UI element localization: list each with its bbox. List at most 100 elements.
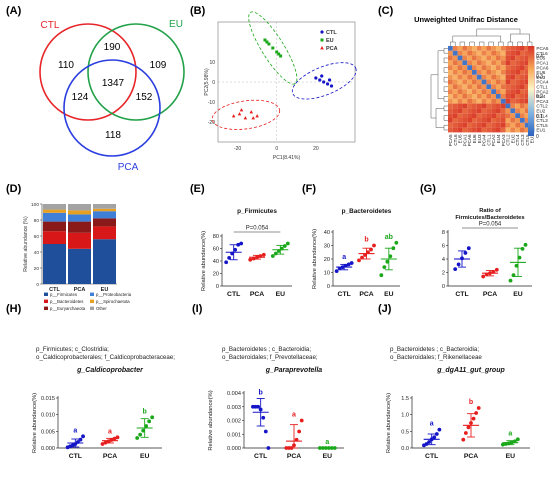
heatmap-cell bbox=[491, 74, 496, 80]
heatmap-cell bbox=[520, 74, 525, 80]
heatmap-col-label: CTL1 bbox=[486, 134, 491, 146]
heatmap-cell bbox=[448, 108, 453, 114]
dot-plot-point bbox=[144, 424, 149, 428]
heatmap-cell bbox=[472, 113, 477, 118]
heatmap-cell bbox=[476, 108, 482, 114]
heatmap-cell bbox=[467, 113, 472, 118]
heatmap-cell bbox=[500, 113, 506, 118]
heatmap-col-label: PCA3 bbox=[501, 134, 506, 146]
dot-plot-point bbox=[500, 442, 505, 447]
heatmap-cell bbox=[510, 70, 516, 75]
heatmap-cell bbox=[481, 127, 487, 133]
dot-plot-point bbox=[103, 440, 108, 445]
heatmap-cell bbox=[467, 46, 472, 51]
heatmap-cell bbox=[505, 46, 511, 51]
heatmap-col-label: CTL2 bbox=[506, 134, 511, 146]
heatmap-cell bbox=[500, 118, 506, 123]
heatmap-cell bbox=[467, 127, 472, 133]
heatmap-cell bbox=[500, 79, 506, 85]
heatmap-cell bbox=[467, 55, 472, 61]
heatmap-cell bbox=[515, 127, 520, 133]
dot-plot-point bbox=[508, 278, 513, 283]
heatmap-cell bbox=[476, 89, 482, 94]
dot-plot-point bbox=[135, 436, 140, 440]
heatmap-cell bbox=[524, 113, 530, 118]
heatmap-cell bbox=[524, 50, 530, 56]
heatmap-cell bbox=[481, 46, 487, 51]
stacked-bar-segment bbox=[93, 211, 116, 219]
pcoa-point-eu bbox=[279, 54, 283, 58]
dot-plot-point bbox=[372, 243, 376, 248]
panel-label: (F) bbox=[302, 183, 316, 195]
dot-plot-point bbox=[453, 267, 458, 272]
heatmap-cell bbox=[524, 108, 530, 114]
heatmap-cell bbox=[448, 122, 453, 128]
heatmap-cell bbox=[500, 84, 506, 90]
heatmap-cell bbox=[448, 103, 453, 109]
heatmap-scale-tick: 0.2 bbox=[536, 94, 543, 100]
pcoa-point-ctl bbox=[320, 74, 324, 78]
heatmap-col-label: PCA1 bbox=[462, 134, 467, 146]
heatmap-cell bbox=[472, 103, 477, 109]
heatmap-cell bbox=[457, 118, 463, 123]
heatmap-cell bbox=[515, 113, 520, 118]
venn-circle-pca bbox=[63, 59, 161, 157]
taxonomy-line: o_Bacteroidales; f_Prevotellaceae; bbox=[222, 354, 318, 361]
heatmap-cell bbox=[505, 79, 511, 85]
heatmap-cell bbox=[505, 50, 511, 56]
heatmap-cell bbox=[496, 46, 501, 51]
heatmap-cell bbox=[500, 103, 506, 109]
heatmap-col-label: EU4 bbox=[496, 134, 501, 143]
dot-plot-ytick: 0 bbox=[216, 284, 219, 290]
heatmap-title: Unweighted Unifrac Distance bbox=[414, 15, 518, 24]
heatmap-cell bbox=[448, 98, 453, 104]
dot-plot-point bbox=[81, 434, 85, 439]
taxonomy-line: o_Caldicoprobacterales; f_Caldicoprobact… bbox=[36, 354, 175, 361]
dot-plot-point bbox=[476, 406, 481, 410]
pcoa-xlabel: PC1(8.41%) bbox=[273, 155, 301, 161]
dot-plot-point bbox=[256, 404, 260, 409]
heatmap-cell bbox=[467, 118, 472, 123]
dot-plot-ytick: 0.015 bbox=[41, 396, 55, 402]
pcoa-xtick: 0 bbox=[275, 146, 278, 152]
heatmap-cell bbox=[505, 70, 511, 75]
heatmap-cell bbox=[448, 89, 453, 94]
heatmap-cell bbox=[496, 55, 501, 61]
stacked-bar-segment bbox=[93, 204, 116, 209]
heatmap-cell bbox=[476, 103, 482, 109]
dendrogram-branch bbox=[476, 28, 521, 36]
heatmap-cell bbox=[510, 108, 516, 114]
heatmap-cell bbox=[476, 60, 482, 66]
dot-plot-point bbox=[523, 242, 528, 247]
heatmap-cell bbox=[496, 122, 501, 128]
heatmap-cell bbox=[520, 94, 525, 99]
dendrogram-branch bbox=[443, 67, 448, 73]
dot-plot-point bbox=[270, 254, 275, 258]
heatmap-cell bbox=[510, 118, 516, 123]
dot-plot-f: p_Bacteroidetes 40 30 20 10 0 Relative abundan… bbox=[312, 208, 400, 298]
heatmap-cell bbox=[520, 55, 525, 61]
stacked-bar-segment bbox=[93, 239, 116, 284]
dot-plot-title-line2: Firmicutes/Bacteroidetes bbox=[455, 215, 524, 221]
dot-plot-xtick: EU bbox=[513, 291, 523, 298]
heatmap-row-label: PCA1 bbox=[536, 61, 548, 66]
heatmap-row-label: CTL4 bbox=[536, 113, 548, 118]
heatmap-cell bbox=[524, 118, 530, 123]
dot-plot-ytick: 40 bbox=[324, 230, 330, 236]
dot-plot-xtick: CTL bbox=[254, 453, 267, 460]
heatmap-cell bbox=[524, 65, 530, 70]
dot-plot-xtick: PCA bbox=[250, 291, 264, 298]
dot-plot-point bbox=[437, 427, 442, 432]
significance-letter: a bbox=[292, 412, 296, 419]
pcoa-plot: 10 0 -10 -20 -20 0 20 PC1(8.41%) PC2(5.98%) CTL EU… bbox=[204, 11, 357, 161]
heatmap-cell bbox=[462, 50, 468, 56]
heatmap-cell bbox=[467, 89, 472, 94]
heatmap-cell bbox=[481, 65, 487, 70]
heatmap-cell bbox=[524, 70, 530, 75]
heatmap-cell bbox=[486, 50, 492, 56]
heatmap-cell bbox=[452, 84, 458, 90]
dot-plot-xtick: CTL bbox=[69, 453, 82, 460]
dendrogram-branch bbox=[443, 76, 448, 83]
pcoa-legend-label: CTL bbox=[326, 30, 337, 36]
